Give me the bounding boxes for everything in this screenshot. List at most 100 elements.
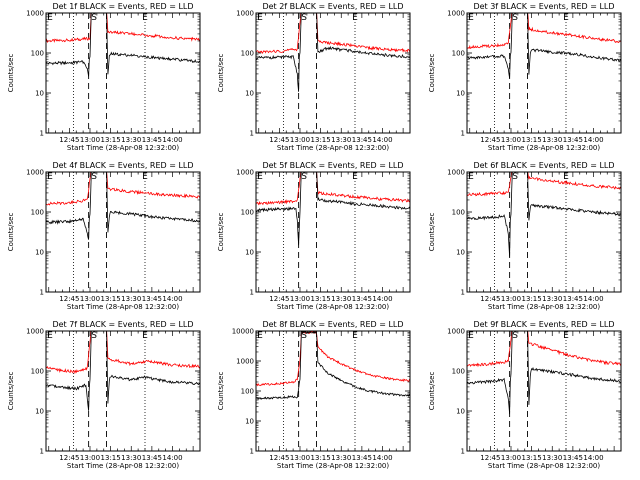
y-tick-label: 100 (31, 209, 44, 217)
y-axis-label: Counts/sec (7, 54, 15, 93)
x-tick-label: 13:45 (563, 136, 583, 144)
y-tick-label: 1 (461, 448, 465, 456)
x-tick-label: 13:30 (331, 295, 351, 303)
plot-frame (466, 330, 622, 452)
panel-det-6: Det 6f BLACK = Events, RED = LLD Counts/s… (428, 161, 622, 311)
event-marker-s: S (91, 13, 97, 23)
y-tick-label: 1000 (26, 10, 44, 18)
x-tick-label: 14:00 (162, 136, 182, 144)
panel-title: Det 3f BLACK = Events, RED = LLD (473, 2, 614, 11)
x-tick-label: 14:00 (372, 295, 392, 303)
panel-det-8: Det 8f BLACK = Events, RED = LLD Counts/s… (217, 320, 411, 470)
y-tick-label: 10 (456, 408, 465, 416)
x-tick-label: 12:45 (269, 295, 289, 303)
x-axis-label: Start Time (28-Apr-08 12:32:00) (488, 462, 600, 470)
event-marker-e: E (468, 172, 474, 182)
y-tick-label: 1000 (236, 169, 254, 177)
event-marker-e: E (142, 13, 148, 23)
y-tick-label: 100 (241, 209, 254, 217)
x-tick-label: 13:45 (352, 454, 372, 462)
y-tick-label: 10 (456, 90, 465, 98)
plot-frame (45, 330, 201, 452)
y-tick-label: 1000 (447, 328, 465, 336)
event-marker-e: E (47, 331, 53, 341)
lld-series-line (467, 13, 621, 50)
x-tick-label: 12:45 (480, 295, 500, 303)
x-tick-label: 13:15 (311, 295, 331, 303)
y-tick-label: 1 (40, 448, 44, 456)
panel-det-4: Det 4f BLACK = Events, RED = LLD Counts/s… (7, 161, 201, 311)
plot-frame (255, 12, 411, 134)
x-tick-label: 13:45 (352, 295, 372, 303)
y-axis-label: Counts/sec (217, 213, 225, 252)
y-tick-label: 1 (250, 289, 254, 297)
x-tick-label: 13:45 (142, 454, 162, 462)
y-tick-label: 1000 (26, 328, 44, 336)
y-axis-label: Counts/sec (7, 213, 15, 252)
event-marker-s: S (91, 172, 97, 182)
y-tick-label: 1 (40, 130, 44, 138)
event-marker-s: S (301, 13, 307, 23)
x-tick-label: 13:45 (142, 136, 162, 144)
y-tick-label: 10 (245, 90, 254, 98)
y-tick-label: 1 (250, 130, 254, 138)
panel-det-7: Det 7f BLACK = Events, RED = LLD Counts/s… (7, 320, 201, 470)
panel-det-5: Det 5f BLACK = Events, RED = LLD Counts/s… (217, 161, 411, 311)
plot-frame (45, 171, 201, 293)
x-tick-label: 12:45 (480, 454, 500, 462)
event-marker-s: S (301, 331, 307, 341)
y-axis-label: Counts/sec (7, 372, 15, 411)
panel-det-9: Det 9f BLACK = Events, RED = LLD Counts/s… (428, 320, 622, 470)
x-tick-label: 13:30 (542, 295, 562, 303)
y-tick-label: 10 (245, 249, 254, 257)
x-tick-label: 13:15 (101, 295, 121, 303)
event-marker-e: E (563, 13, 569, 23)
event-marker-e: E (468, 331, 474, 341)
event-marker-s: S (512, 172, 518, 182)
y-tick-label: 1 (461, 289, 465, 297)
y-tick-label: 1 (40, 289, 44, 297)
x-axis-label: Start Time (28-Apr-08 12:32:00) (277, 144, 389, 152)
events-series-line (256, 13, 410, 92)
x-tick-label: 14:00 (372, 136, 392, 144)
x-axis-label: Start Time (28-Apr-08 12:32:00) (67, 144, 179, 152)
events-series-line (46, 331, 200, 411)
event-marker-e: E (352, 172, 358, 182)
x-tick-label: 12:45 (269, 454, 289, 462)
x-tick-label: 13:30 (542, 136, 562, 144)
y-axis-label: Counts/sec (217, 372, 225, 411)
y-axis-label: Counts/sec (428, 213, 436, 252)
x-tick-label: 12:45 (59, 454, 79, 462)
x-tick-label: 13:30 (542, 454, 562, 462)
x-tick-label: 13:00 (80, 454, 100, 462)
plot-frame (255, 171, 411, 293)
lld-series-line (256, 13, 410, 54)
x-tick-label: 13:45 (142, 295, 162, 303)
x-tick-label: 13:45 (352, 136, 372, 144)
x-tick-label: 13:00 (290, 295, 310, 303)
y-tick-label: 10 (35, 90, 44, 98)
lld-series-line (46, 331, 200, 375)
panel-det-3: Det 3f BLACK = Events, RED = LLD Counts/s… (428, 2, 622, 152)
lld-series-line (46, 172, 200, 206)
lld-series-line (467, 331, 621, 368)
x-tick-label: 13:45 (563, 454, 583, 462)
y-tick-label: 1000 (447, 10, 465, 18)
lld-series-line (256, 331, 410, 387)
x-tick-label: 13:15 (101, 136, 121, 144)
y-tick-label: 10 (245, 418, 254, 426)
x-tick-label: 12:45 (59, 136, 79, 144)
x-tick-label: 13:30 (121, 295, 141, 303)
lld-series-line (46, 13, 200, 44)
panel-title: Det 4f BLACK = Events, RED = LLD (52, 161, 193, 170)
lld-series-line (467, 172, 621, 197)
panel-title: Det 1f BLACK = Events, RED = LLD (52, 2, 193, 11)
x-tick-label: 13:30 (121, 454, 141, 462)
x-tick-label: 13:00 (501, 295, 521, 303)
lld-series-line (256, 172, 410, 206)
event-marker-e: E (142, 172, 148, 182)
x-tick-label: 13:00 (80, 136, 100, 144)
plot-frame (466, 171, 622, 293)
y-tick-label: 100 (452, 209, 465, 217)
